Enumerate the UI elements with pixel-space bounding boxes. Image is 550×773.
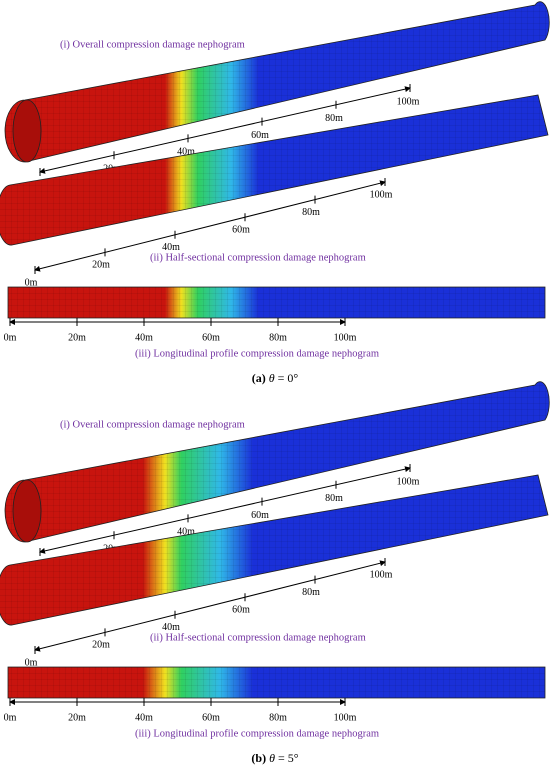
view-title: (ii) Half-sectional compression damage n… [150,252,366,263]
distance-label: 100m [370,189,393,200]
view-title: (i) Overall compression damage nephogram [60,39,245,50]
distance-label: 40m [135,712,153,723]
distance-label: 0m [25,277,38,288]
distance-label: 60m [202,712,220,723]
distance-label: 60m [232,604,250,615]
caption-variable: θ [269,751,275,765]
tube-end [12,479,42,543]
view-title: (ii) Half-sectional compression damage n… [150,632,366,643]
caption-variable: θ [269,371,275,385]
caption-letter: (b) [251,751,266,765]
distance-label: 60m [202,332,220,343]
view-title: (iii) Longitudinal profile compression d… [135,348,379,359]
caption-rest: = 5° [278,751,299,765]
view: 0m 20m 40m 60m 80m 100m (iii) Longitudinal pro… [4,666,546,739]
distance-label: 80m [302,207,320,218]
distance-label: 20m [68,712,86,723]
distance-axis [39,466,411,554]
view-title: (i) Overall compression damage nephogram [60,419,245,430]
view: 0m 20m 40m 60m 80m 100m (ii) Half-sectional co… [0,474,549,668]
distance-label: 20m [68,332,86,343]
distance-label: 40m [177,147,195,158]
distance-axis [34,180,386,272]
distance-label: 0m [4,712,17,723]
distance-label: 80m [302,587,320,598]
distance-label: 0m [4,332,17,343]
distance-label: 40m [162,242,180,253]
distance-label: 40m [177,527,195,538]
panel: 0m 20m 40m 60m 80m 100m (i) Overall compressio… [0,381,550,765]
distance-label: 100m [397,476,420,487]
distance-label: 100m [370,569,393,580]
distance-label: 20m [92,640,110,651]
distance-label: 100m [334,712,357,723]
panel: 0m 20m 40m 60m 80m 100m (i) Overall compressio… [0,1,550,385]
distance-label: 40m [135,332,153,343]
distance-label: 80m [325,493,343,504]
distance-label: 40m [162,622,180,633]
mesh [8,667,545,698]
distance-label: 80m [325,113,343,124]
distance-label: 100m [397,96,420,107]
distance-label: 60m [232,224,250,235]
distance-label: 60m [251,510,269,521]
distance-label: 80m [269,712,287,723]
caption: (b) θ = 5° [251,751,298,765]
distance-label: 80m [269,332,287,343]
view: 0m 20m 40m 60m 80m 100m (ii) Half-sectional co… [0,94,549,288]
distance-label: 0m [25,657,38,668]
tube-end [12,99,42,163]
caption-rest: = 0° [278,371,299,385]
caption: (a) θ = 0° [252,371,299,385]
mesh [8,287,545,318]
distance-label: 20m [92,260,110,271]
distance-axis [34,560,386,652]
view-title: (iii) Longitudinal profile compression d… [135,728,379,739]
distance-label: 100m [334,332,357,343]
distance-axis [39,86,411,174]
caption-letter: (a) [252,371,266,385]
distance-label: 60m [251,130,269,141]
view: 0m 20m 40m 60m 80m 100m (iii) Longitudinal pro… [4,286,546,359]
